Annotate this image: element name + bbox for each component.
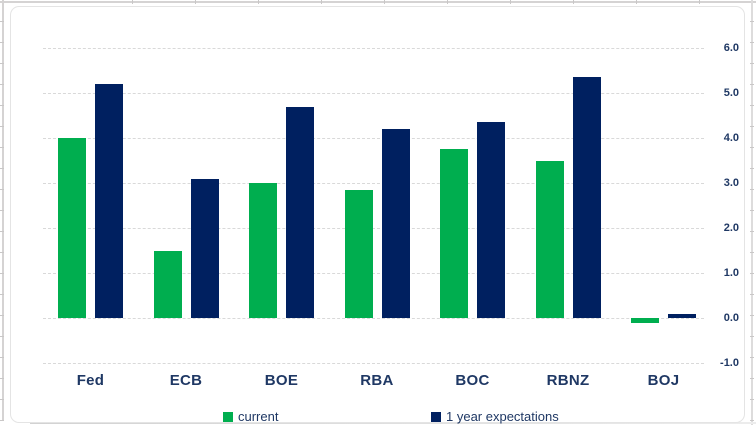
sheet-column-tick	[384, 0, 385, 4]
gridline-y-5	[43, 93, 704, 94]
x-label-ECB: ECB	[169, 372, 203, 389]
x-label-BOC: BOC	[455, 372, 490, 389]
chart-area[interactable]: 6.0 5.0 4.0 3.0 2.0 1.0 0.0 -1.0 Fed ECB BOE RBA BO…	[10, 6, 745, 424]
sheet-row-tick	[0, 210, 4, 211]
legend-label: 1 year expectations	[446, 409, 559, 424]
gridline-y-4	[43, 138, 704, 139]
bar-1-year-expectations-BOJ	[668, 313, 696, 318]
sheet-column-tick	[699, 0, 700, 4]
x-label-Fed: Fed	[76, 372, 105, 389]
sheet-row-tick	[750, 21, 754, 22]
legend-item-1-year-expectations: 1 year expectations	[431, 409, 559, 424]
legend-label: current	[238, 409, 279, 424]
sheet-row-tick	[0, 252, 4, 253]
sheet-row-tick	[0, 231, 4, 232]
y-tick-label-4.0: 4.0	[723, 132, 739, 144]
bar-current-BOC	[440, 149, 468, 318]
sheet-row-tick	[0, 294, 4, 295]
sheet-row-tick	[750, 420, 754, 421]
legend-item-current: current	[223, 409, 278, 424]
y-tick-label-5.0: 5.0	[723, 87, 739, 99]
gridline-y-3	[43, 183, 704, 184]
sheet-column-tick	[636, 0, 637, 4]
sheet-row-tick	[0, 273, 4, 274]
sheet-row-tick	[0, 42, 4, 43]
sheet-row-tick	[750, 399, 754, 400]
gridline-y-1	[43, 273, 704, 274]
sheet-top-edge-line	[0, 1, 756, 3]
sheet-row-tick	[750, 168, 754, 169]
sheet-column-tick	[510, 0, 511, 4]
y-tick-label-3.0: 3.0	[723, 177, 739, 189]
y-tick-label-0.0: 0.0	[723, 312, 739, 324]
x-label-RBA: RBA	[360, 372, 394, 389]
sheet-column-tick	[195, 0, 196, 4]
sheet-row-tick	[750, 84, 754, 85]
gridline-y--1	[43, 363, 704, 364]
bar-current-RBA	[344, 189, 373, 318]
sheet-row-tick	[0, 21, 4, 22]
sheet-row-tick	[0, 147, 4, 148]
sheet-row-tick	[750, 336, 754, 337]
sheet-column-tick	[447, 0, 448, 4]
y-tick-label-2.0: 2.0	[723, 222, 739, 234]
sheet-row-tick	[0, 63, 4, 64]
sheet-row-tick	[0, 399, 4, 400]
bar-current-BOJ	[631, 318, 659, 323]
sheet-row-tick	[750, 189, 754, 190]
y-tick-label--1.0: -1.0	[720, 357, 739, 369]
gridline-y-6	[43, 48, 704, 49]
sheet-row-tick	[750, 378, 754, 379]
sheet-row-tick	[750, 294, 754, 295]
bar-1-year-expectations-RBNZ	[572, 77, 601, 318]
y-tick-label-6.0: 6.0	[723, 42, 739, 54]
sheet-column-tick	[321, 0, 322, 4]
sheet-row-tick	[750, 273, 754, 274]
sheet-column-tick	[258, 0, 259, 4]
gridline-y-2	[43, 228, 704, 229]
sheet-column-tick	[132, 0, 133, 4]
sheet-row-tick	[750, 42, 754, 43]
sheet-row-tick	[0, 315, 4, 316]
sheet-row-tick	[0, 126, 4, 127]
y-tick-label-1.0: 1.0	[723, 267, 739, 279]
sheet-row-tick	[0, 420, 4, 421]
sheet-bottom-edge-line	[30, 422, 756, 424]
gridline-y-0	[43, 318, 704, 319]
sheet-row-tick	[0, 84, 4, 85]
bar-current-BOE	[249, 183, 277, 318]
bar-current-Fed	[58, 138, 86, 318]
sheet-row-tick	[750, 315, 754, 316]
bar-1-year-expectations-Fed	[95, 84, 123, 318]
sheet-row-tick	[750, 126, 754, 127]
sheet-row-tick	[750, 357, 754, 358]
sheet-row-tick	[750, 210, 754, 211]
sheet-row-tick	[0, 357, 4, 358]
sheet-row-tick	[0, 378, 4, 379]
bar-1-year-expectations-BOC	[477, 122, 505, 318]
bar-1-year-expectations-ECB	[190, 178, 219, 318]
bar-current-ECB	[153, 250, 182, 318]
sheet-right-edge-line	[751, 0, 753, 425]
legend-swatch-icon	[431, 411, 441, 422]
x-label-RBNZ: RBNZ	[546, 372, 590, 389]
x-label-BOE: BOE	[264, 372, 299, 389]
sheet-row-tick	[0, 189, 4, 190]
x-label-BOJ: BOJ	[647, 372, 680, 389]
sheet-row-tick	[750, 105, 754, 106]
bar-1-year-expectations-BOE	[286, 106, 314, 318]
bar-1-year-expectations-RBA	[381, 129, 410, 318]
sheet-row-tick	[0, 336, 4, 337]
sheet-row-tick	[750, 252, 754, 253]
sheet-row-tick	[750, 147, 754, 148]
sheet-column-tick	[573, 0, 574, 4]
bar-current-RBNZ	[535, 160, 564, 318]
legend-swatch-icon	[223, 411, 233, 422]
sheet-row-tick	[0, 168, 4, 169]
sheet-row-tick	[750, 63, 754, 64]
sheet-row-tick	[750, 231, 754, 232]
sheet-row-tick	[0, 105, 4, 106]
